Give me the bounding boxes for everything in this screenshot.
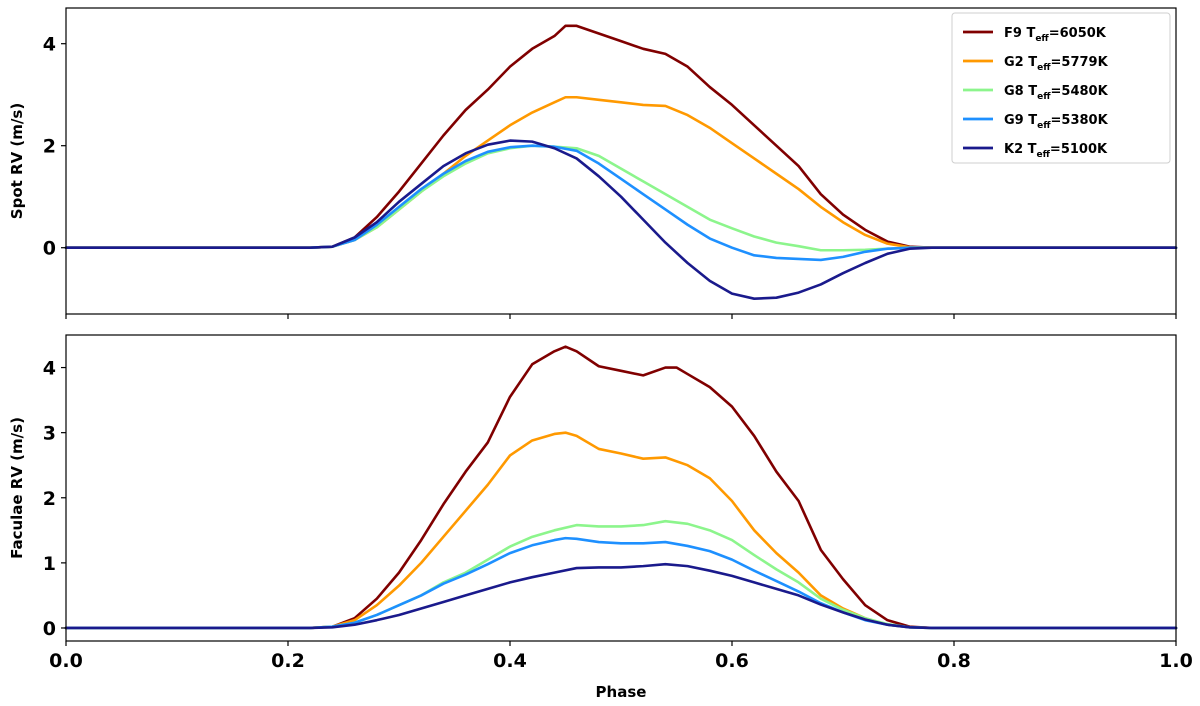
spot-rv-y-tick-label: 0 — [43, 238, 56, 260]
faculae-rv-x-tick-label: 0.8 — [937, 650, 971, 672]
faculae-rv-x-tick-label: 0.6 — [715, 650, 749, 672]
spot-rv-series-line-0 — [64, 24, 1178, 249]
faculae-rv-x-tick-label: 1.0 — [1159, 650, 1193, 672]
faculae-rv-series-line-3 — [64, 536, 1178, 630]
legend-label: G2 Teff=5779K — [1004, 55, 1109, 73]
phase-x-axis-label: Phase — [596, 683, 647, 701]
spot-rv-y-tick-label: 2 — [43, 136, 56, 158]
legend-label: K2 Teff=5100K — [1004, 142, 1108, 160]
faculae-rv-y-tick-label: 4 — [43, 358, 56, 380]
legend-box — [951, 12, 1171, 164]
spot-rv-plot-frame — [65, 7, 1177, 315]
legend: F9 Teff=6050K G2 Teff=5779K G8 Teff=5480K G… — [951, 12, 1171, 164]
faculae-rv-series-line-1 — [64, 431, 1178, 630]
spot-rv-series-line-3 — [64, 144, 1178, 262]
faculae-rv-x-ticks: 0.0 0.2 0.4 0.6 0.8 1.0 — [49, 641, 1193, 672]
spot-rv-panel: 0 2 4 Spot RV (m/s) F9 Teff=6050K G2 Teff=5… — [8, 7, 1178, 319]
legend-label: G9 Teff=5380K — [1004, 113, 1109, 131]
faculae-rv-x-tick-label: 0.2 — [271, 650, 305, 672]
faculae-rv-series-line-2 — [64, 519, 1178, 630]
faculae-rv-plot-frame — [65, 334, 1177, 642]
faculae-rv-y-axis-label: Faculae RV (m/s) — [8, 417, 26, 559]
faculae-rv-y-ticks: 0 1 2 3 4 — [43, 358, 66, 640]
faculae-rv-y-tick-label: 0 — [43, 618, 56, 640]
faculae-rv-x-tick-label: 0.0 — [49, 650, 83, 672]
spot-rv-x-ticks — [65, 314, 1177, 319]
faculae-rv-y-tick-label: 1 — [43, 553, 56, 575]
spot-rv-y-ticks: 0 2 4 — [43, 34, 66, 260]
faculae-rv-series-line-4 — [64, 562, 1178, 630]
faculae-rv-series-line-0 — [64, 345, 1178, 630]
spot-rv-y-tick-label: 4 — [43, 34, 56, 56]
legend-label: G8 Teff=5480K — [1004, 84, 1109, 102]
faculae-rv-lines — [64, 345, 1178, 630]
faculae-rv-y-tick-label: 3 — [43, 423, 56, 445]
spot-rv-series-line-4 — [64, 139, 1178, 300]
faculae-rv-panel: 0 1 2 3 4 0.0 0.2 0.4 0.6 0.8 1.0 Faculae RV (m/s… — [8, 334, 1193, 701]
legend-entries: F9 Teff=6050K G2 Teff=5779K G8 Teff=5480K G… — [963, 26, 1109, 160]
faculae-rv-y-tick-label: 2 — [43, 488, 56, 510]
spot-rv-y-axis-label: Spot RV (m/s) — [8, 103, 26, 219]
legend-label: F9 Teff=6050K — [1004, 26, 1107, 44]
spot-rv-lines — [64, 24, 1178, 300]
spot-rv-series-line-2 — [64, 144, 1178, 252]
faculae-rv-x-tick-label: 0.4 — [493, 650, 527, 672]
